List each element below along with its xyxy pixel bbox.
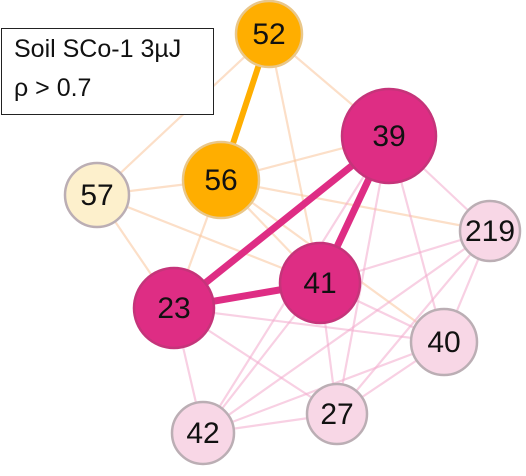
node-label: 42 [186, 417, 219, 450]
edge-219-42 [201, 229, 492, 435]
node-56: 56 [181, 140, 261, 220]
node-42: 42 [170, 400, 236, 466]
node-40: 40 [409, 307, 479, 377]
node-circle [458, 199, 522, 263]
node-layer: 52 56 57 39 219 41 23 40 27 42 [63, 0, 522, 466]
legend-title: Soil SCo-1 3µJ [14, 35, 182, 63]
node-219: 219 [458, 199, 522, 263]
node-label: 41 [303, 267, 336, 300]
node-label: 27 [320, 398, 353, 431]
node-circle [181, 140, 261, 220]
node-52: 52 [234, 0, 304, 69]
node-41: 41 [278, 241, 362, 325]
legend-threshold: ρ > 0.7 [14, 74, 92, 102]
node-circle [132, 266, 216, 350]
node-label: 56 [204, 164, 237, 197]
node-39: 39 [340, 87, 438, 185]
node-circle [234, 0, 304, 69]
legend-box: Soil SCo-1 3µJ ρ > 0.7 [1, 28, 214, 115]
node-label: 52 [252, 18, 285, 51]
edge-23-40 [172, 306, 446, 344]
node-circle [278, 241, 362, 325]
node-label: 39 [372, 120, 405, 153]
node-circle [340, 87, 438, 185]
edge-219-27 [335, 229, 492, 416]
node-57: 57 [63, 161, 131, 229]
node-label: 219 [465, 215, 515, 248]
node-circle [63, 161, 131, 229]
node-label: 57 [80, 179, 113, 212]
node-circle [305, 382, 369, 446]
node-27: 27 [305, 382, 369, 446]
node-circle [409, 307, 479, 377]
node-label: 40 [427, 326, 460, 359]
node-23: 23 [132, 266, 216, 350]
edge-52-41 [267, 32, 322, 285]
node-circle [170, 400, 236, 466]
node-label: 23 [157, 292, 190, 325]
